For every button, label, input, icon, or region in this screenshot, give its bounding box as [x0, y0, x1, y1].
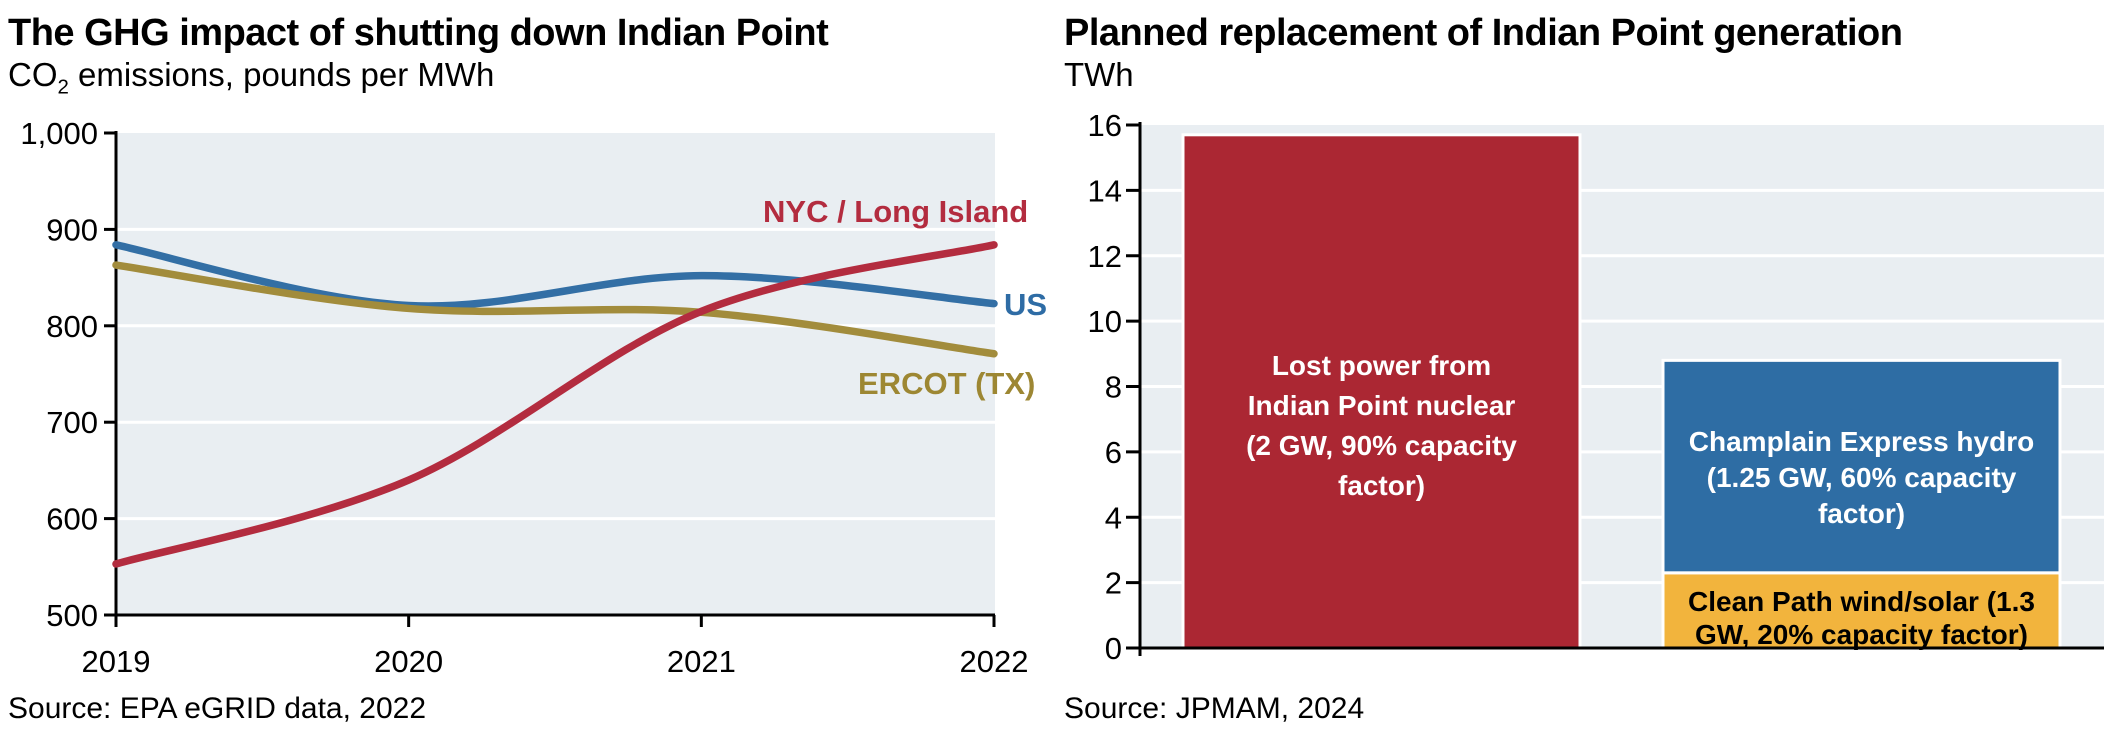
subtitle-co: CO [8, 56, 58, 93]
indian-point-nuclear-bar-segment [1181, 133, 1582, 650]
line-ercot-tx- [112, 261, 998, 358]
left-y-tick-label: 1,000 [20, 116, 98, 151]
left-plot-area [116, 133, 995, 615]
series-label-nyc-long-island: NYC / Long Island [763, 194, 1029, 229]
line-nyc-long-island [112, 241, 998, 568]
right-y-tick-label: 8 [1105, 370, 1122, 405]
right-chart-source: Source: JPMAM, 2024 [1064, 692, 1365, 725]
bar-label-clean-path-wind-solar: Clean Path wind/solar (1.3 GW, 20% capac… [1688, 586, 2035, 650]
left-x-tick-label: 2020 [374, 644, 443, 679]
series-label-us: US [1004, 287, 1048, 322]
right-y-tick-label: 4 [1105, 500, 1122, 535]
left-y-tick-label: 800 [46, 309, 98, 344]
right-y-tick-label: 12 [1088, 239, 1122, 274]
series-label-ercot-tx: ERCOT (TX) [858, 366, 1036, 401]
bar-label-indian-point-nuclear: Lost power from Indian Point nuclear (2 … [1246, 350, 1517, 501]
line-us [112, 241, 998, 310]
right-y-tick-label: 2 [1105, 566, 1122, 601]
bar-label-champlain-express-hydro: Champlain Express hydro (1.25 GW, 60% ca… [1688, 426, 2035, 529]
subtitle-subscript-2: 2 [57, 75, 69, 99]
subtitle-rest: emissions, pounds per MWh [68, 56, 495, 93]
left-chart-subtitle: CO2 emissions, pounds per MWh [8, 56, 494, 100]
right-y-tick-label: 10 [1088, 304, 1122, 339]
left-y-tick-label: 600 [46, 502, 98, 537]
left-y-tick-label: 900 [46, 212, 98, 247]
right-chart-title: Planned replacement of Indian Point gene… [1064, 12, 1903, 54]
right-y-tick-label: 0 [1105, 631, 1122, 666]
right-y-tick-label: 14 [1088, 173, 1122, 208]
right-y-tick-label: 6 [1105, 435, 1122, 470]
left-y-tick-label: 700 [46, 405, 98, 440]
left-chart-title: The GHG impact of shutting down Indian P… [8, 12, 829, 54]
left-x-tick-label: 2021 [667, 644, 736, 679]
left-x-tick-label: 2019 [82, 644, 151, 679]
left-x-tick-label: 2022 [960, 644, 1029, 679]
left-chart-source: Source: EPA eGRID data, 2022 [8, 692, 427, 725]
left-y-tick-label: 500 [46, 598, 98, 633]
right-y-tick-label: 16 [1088, 108, 1122, 143]
right-chart-subtitle: TWh [1064, 56, 1134, 93]
replacement-stacked-bar-segment [1661, 358, 2062, 575]
